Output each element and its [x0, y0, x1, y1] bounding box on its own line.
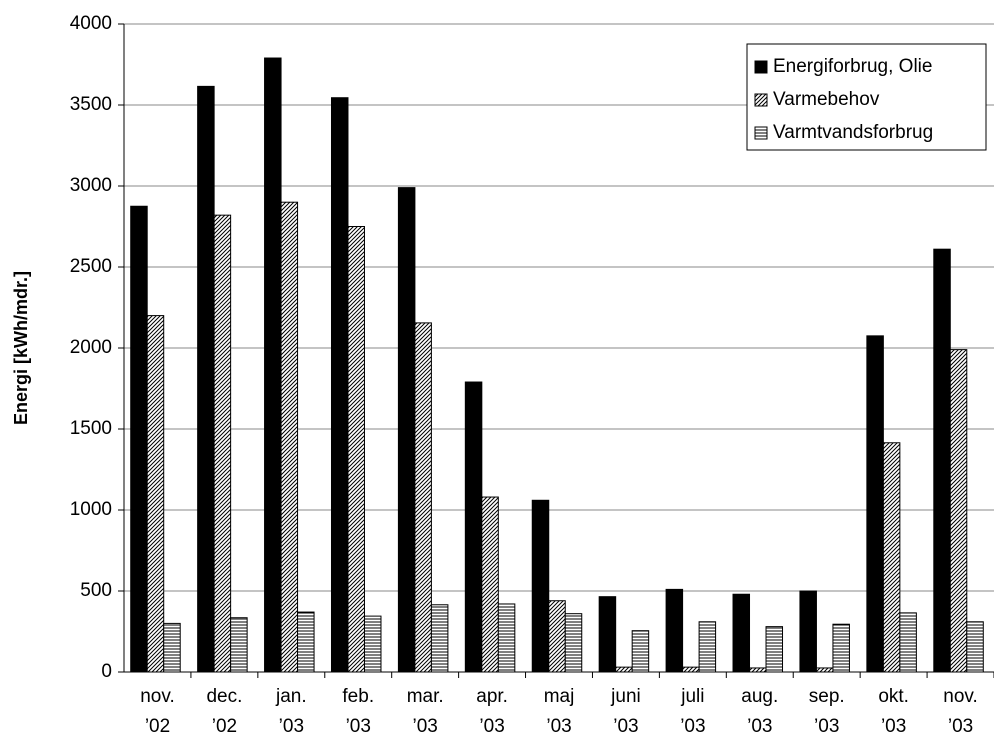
bar [230, 617, 248, 673]
legend-label: Varmtvandsforbrug [773, 122, 933, 143]
legend-swatch [754, 60, 768, 74]
bar [882, 442, 901, 673]
y-tick-label: 1000 [70, 499, 112, 520]
bar [464, 381, 483, 673]
bar [631, 630, 650, 673]
x-tick-label: okt. ’03 [878, 686, 909, 737]
bar [330, 97, 349, 673]
x-tick-label: dec. ’02 [206, 686, 243, 737]
bar [949, 349, 968, 673]
x-tick-label: nov. ’02 [140, 686, 175, 737]
bar [213, 214, 232, 673]
bar [899, 612, 917, 673]
y-tick-label: 3000 [70, 175, 112, 196]
x-tick-label: juni ’03 [611, 686, 641, 737]
bar [665, 588, 684, 673]
y-tick-label: 2500 [70, 256, 112, 277]
bar [765, 626, 784, 673]
bar [146, 315, 165, 673]
bar [682, 666, 700, 673]
bar [866, 335, 884, 673]
bar [497, 603, 516, 673]
x-tick-label: juli ’03 [680, 686, 706, 737]
legend-swatch [754, 126, 768, 140]
bar [615, 666, 633, 673]
x-tick-label: aug. ’03 [741, 686, 779, 737]
y-tick-label: 2000 [70, 337, 112, 358]
bar [815, 667, 834, 673]
x-tick-label: nov. ’03 [943, 686, 978, 737]
bar [698, 621, 717, 673]
bar [832, 623, 850, 673]
bar [280, 201, 299, 673]
bar [933, 248, 951, 673]
bar [481, 496, 499, 673]
bar [430, 604, 449, 673]
y-tick-label: 4000 [70, 13, 112, 34]
bar [564, 613, 583, 673]
bar [363, 615, 382, 673]
bar [548, 600, 566, 673]
bar [347, 226, 365, 673]
bar [749, 667, 767, 673]
x-tick-label: feb. ’03 [342, 686, 375, 737]
bar [732, 593, 751, 673]
x-tick-label: maj ’03 [543, 686, 575, 737]
bar [163, 622, 181, 673]
bar [264, 57, 282, 673]
y-tick-label: 3500 [70, 94, 112, 115]
bar [297, 611, 315, 673]
y-tick-label: 0 [101, 661, 112, 682]
legend-swatch [754, 93, 768, 107]
x-tick-label: apr. ’03 [476, 686, 508, 737]
legend-box [746, 43, 987, 151]
y-tick-label: 1500 [70, 418, 112, 439]
legend-label: Energiforbrug, Olie [773, 56, 932, 77]
x-tick-label: mar. ’03 [406, 686, 444, 737]
bar [397, 187, 416, 673]
legend-label: Varmebehov [773, 89, 880, 110]
x-tick-label: jan. ’03 [276, 686, 307, 737]
bar [799, 590, 817, 673]
bar [531, 499, 550, 673]
bar [197, 85, 215, 673]
x-tick-label: sep. ’03 [808, 686, 845, 737]
bar [966, 621, 984, 673]
y-axis-label: Energi [kWh/mdr.] [11, 271, 31, 425]
bar [130, 205, 148, 673]
bar [598, 596, 617, 673]
bar [414, 322, 432, 673]
y-tick-label: 500 [80, 580, 112, 601]
